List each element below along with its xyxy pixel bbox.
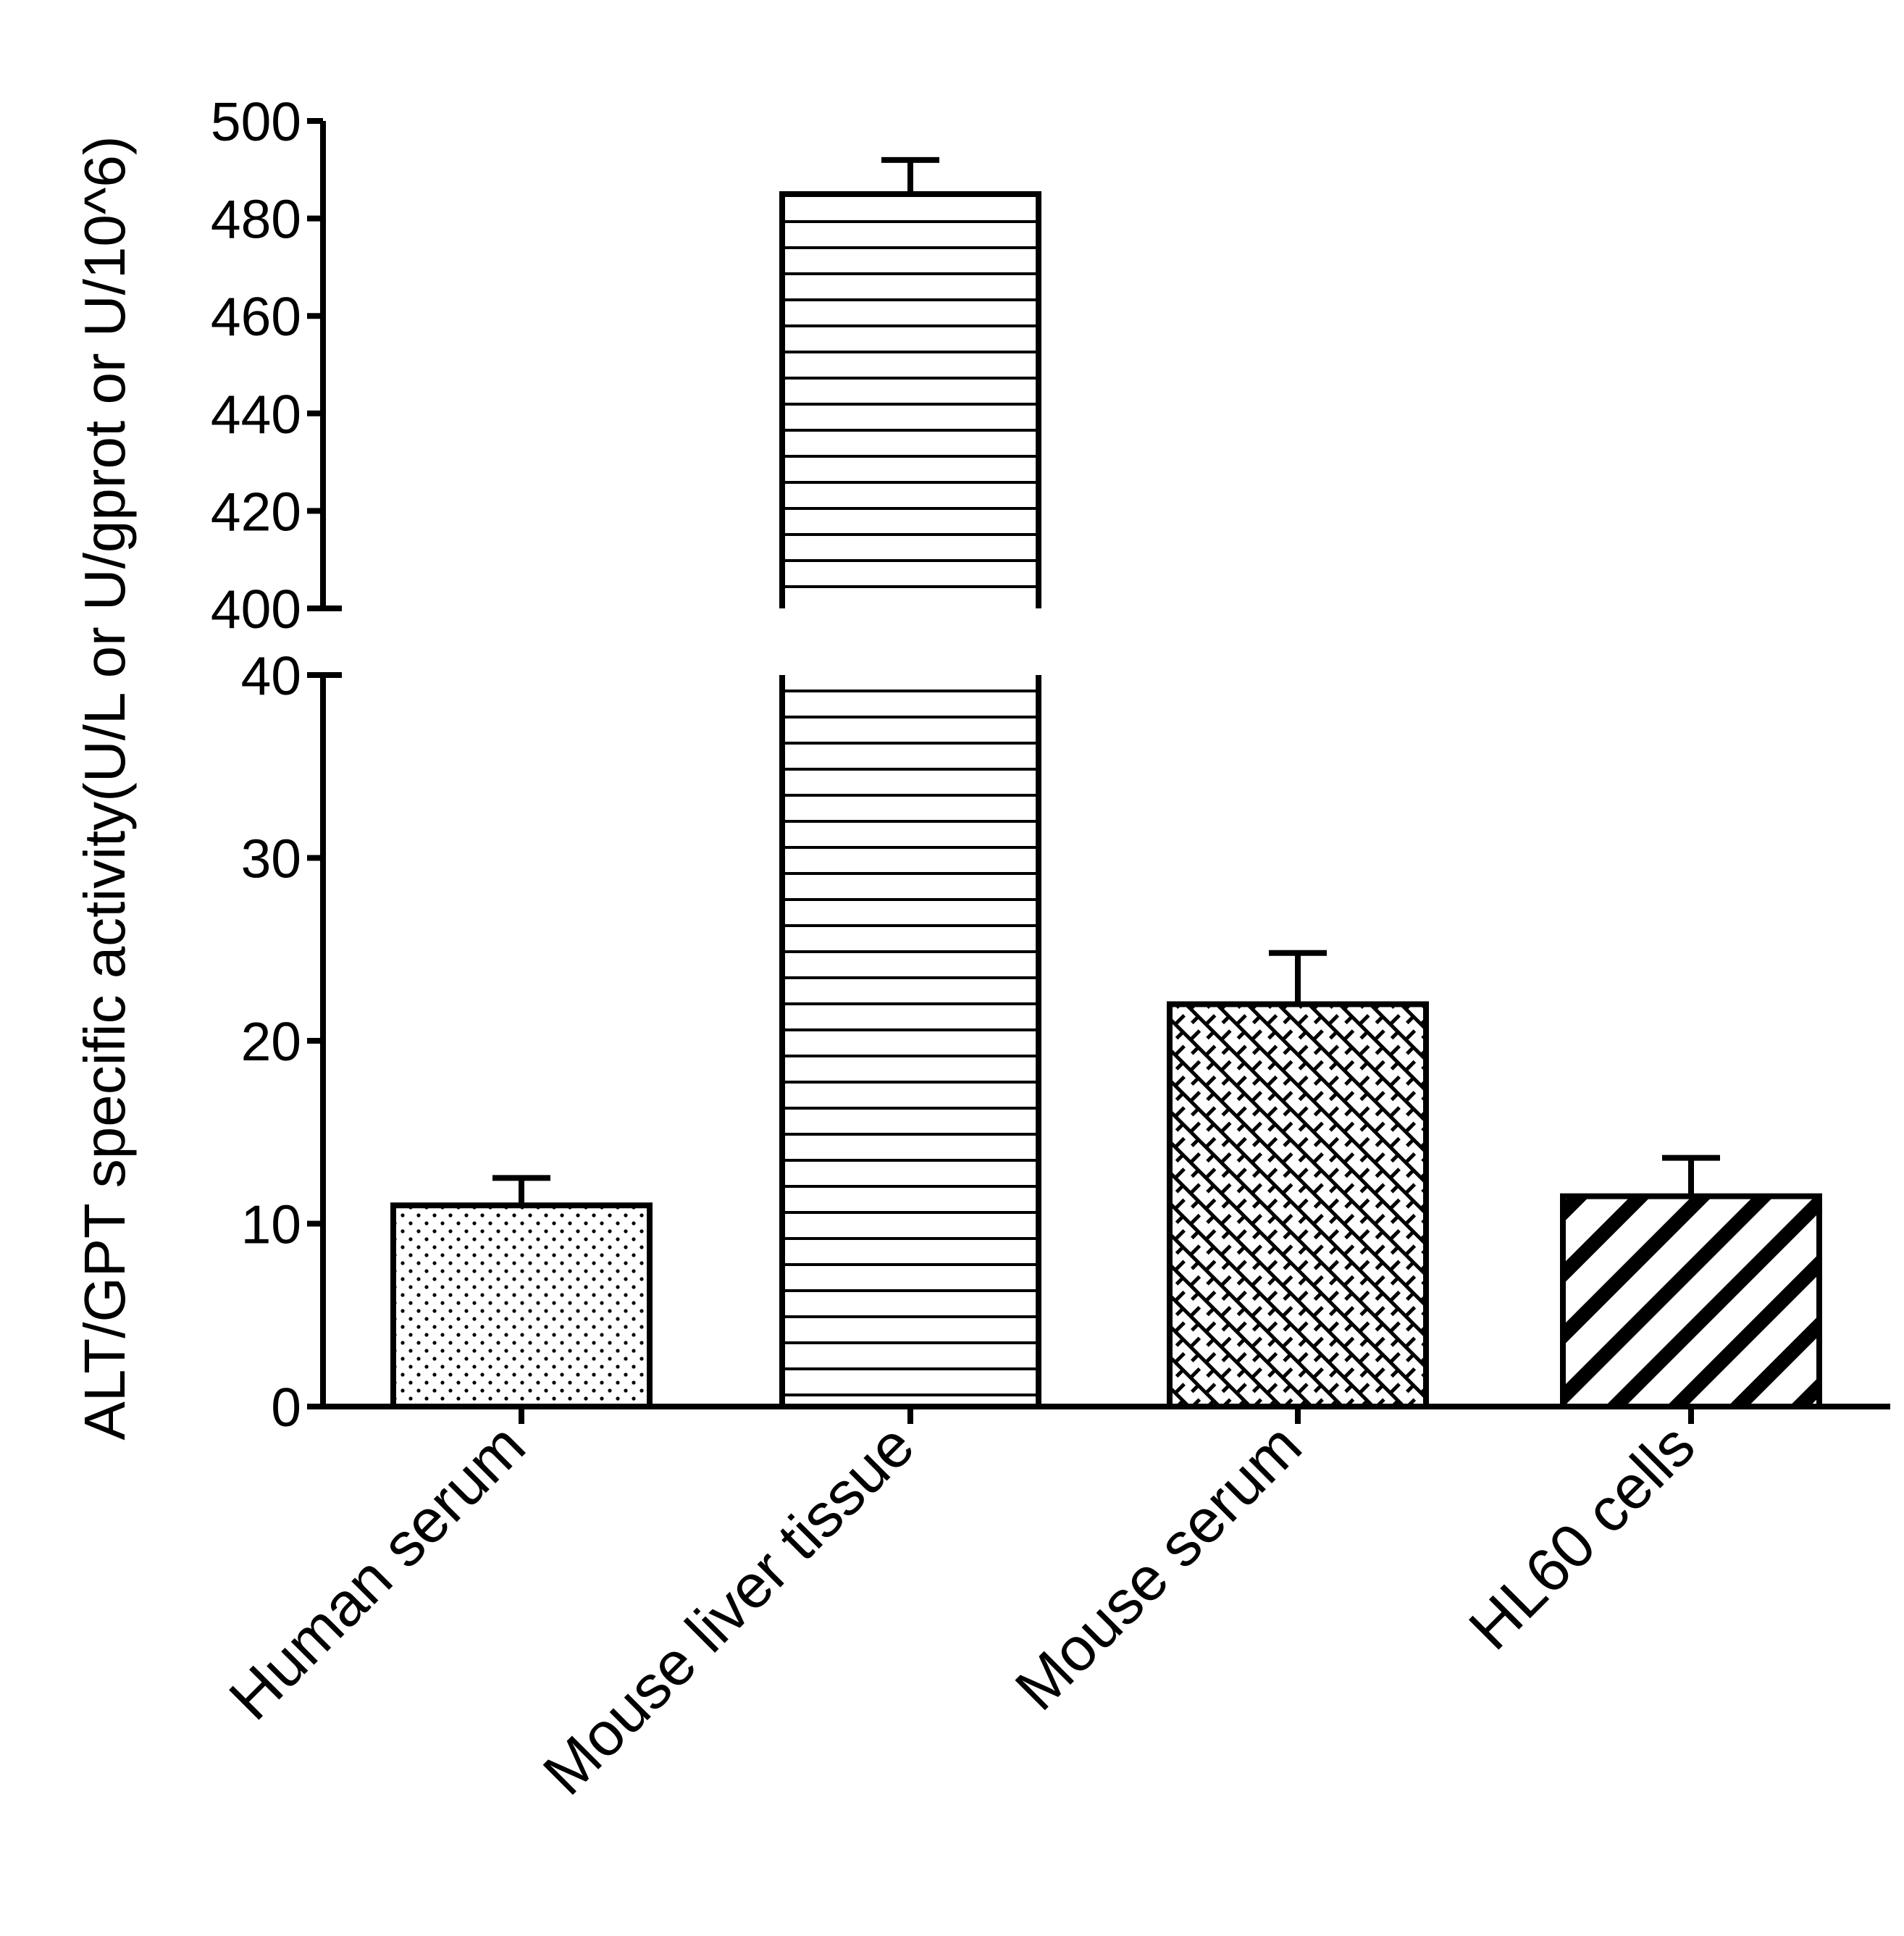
y-axis-label: ALT/GPT specific activity(U/L or U/gprot… (72, 135, 137, 1440)
bar-upper-segment (782, 193, 1039, 608)
bar (390, 1202, 653, 1409)
y-tick-label: 0 (271, 1377, 301, 1438)
y-tick-label: 10 (241, 1194, 301, 1255)
x-tick-label: Human serum (217, 1411, 539, 1733)
x-tick-label: Mouse liver tissue (530, 1411, 927, 1808)
y-tick-label: 40 (241, 645, 301, 706)
y-tick-label: 480 (211, 189, 301, 250)
x-tick-label: Mouse serum (1002, 1411, 1314, 1723)
y-tick-label: 420 (211, 481, 301, 542)
bar (1167, 1001, 1429, 1409)
y-tick-label: 400 (211, 579, 301, 640)
y-tick-label: 500 (211, 91, 301, 152)
bar (1560, 1193, 1822, 1409)
bar-lower-outline (779, 675, 1041, 1409)
bar-lower-segment (782, 675, 1039, 1407)
y-tick-label: 20 (241, 1011, 301, 1072)
x-tick-label: HL60 cells (1456, 1411, 1708, 1663)
y-tick-label: 440 (211, 384, 301, 445)
y-tick-label: 460 (211, 286, 301, 347)
y-tick-label: 30 (241, 829, 301, 889)
